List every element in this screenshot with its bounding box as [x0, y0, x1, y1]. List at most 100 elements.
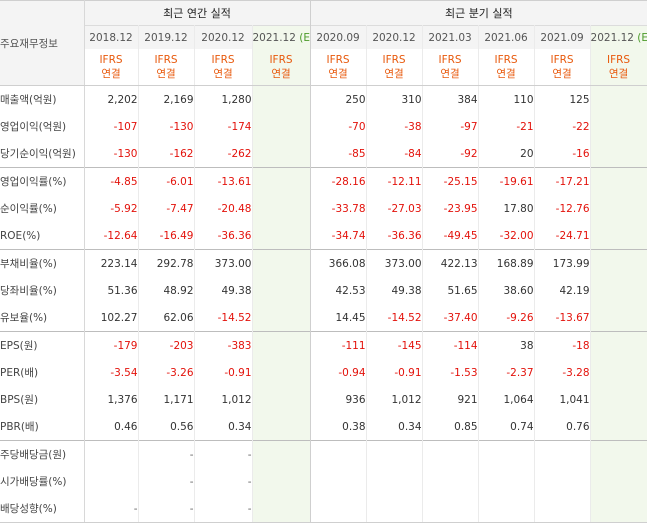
- row-label: 순이익률(%): [0, 195, 85, 222]
- ifrs-badge: IFRS 연결: [84, 49, 139, 86]
- value-cell: 2,169: [138, 85, 195, 113]
- period-header-annual-0: 2018.12: [84, 25, 139, 49]
- value-cell: -7.47: [138, 195, 195, 222]
- value-cell: -23.95: [422, 195, 479, 222]
- value-cell: -: [138, 495, 195, 523]
- row-label: 유보율(%): [0, 304, 85, 332]
- value-cell: [590, 386, 647, 413]
- value-cell: [252, 222, 311, 250]
- annual-group-title: 최근 연간 실적: [84, 0, 311, 26]
- period-label: 2021.09: [540, 31, 584, 44]
- value-cell: -174: [194, 113, 253, 140]
- consolidated-label: 연결: [213, 68, 233, 80]
- value-cell: 42.53: [310, 277, 367, 304]
- value-cell: 48.92: [138, 277, 195, 304]
- value-cell: -38: [366, 113, 423, 140]
- consolidated-label: 연결: [552, 68, 572, 80]
- table-row: 영업이익률(%) -4.85 -6.01 -13.61 -28.16 -12.11 -25.…: [0, 167, 647, 195]
- value-cell: -6.01: [138, 167, 195, 195]
- period-header-quarter-1: 2020.12: [366, 25, 423, 49]
- value-cell: [366, 468, 423, 495]
- consolidated-label: 연결: [440, 68, 460, 80]
- value-cell: -: [138, 468, 195, 495]
- value-cell: [252, 331, 311, 359]
- value-cell: [422, 440, 479, 468]
- value-cell: 1,376: [84, 386, 139, 413]
- table-row: 당좌비율(%) 51.36 48.92 49.38 42.53 49.38 51.65 38.…: [0, 277, 647, 304]
- value-cell: [252, 304, 311, 332]
- value-cell: -2.37: [478, 359, 535, 386]
- table-row: BPS(원) 1,376 1,171 1,012 936 1,012 921 1,064 1,0…: [0, 386, 647, 413]
- ifrs-label: IFRS: [99, 54, 123, 66]
- period-label: 2019.12: [144, 31, 188, 44]
- value-cell: -13.61: [194, 167, 253, 195]
- period-label: 2021.12: [590, 31, 634, 44]
- row-label: 영업이익률(%): [0, 167, 85, 195]
- value-cell: 310: [366, 85, 423, 113]
- value-cell: 0.46: [84, 413, 139, 441]
- value-cell: -70: [310, 113, 367, 140]
- value-cell: 936: [310, 386, 367, 413]
- value-cell: -18: [534, 331, 591, 359]
- value-cell: 51.65: [422, 277, 479, 304]
- corner-label: 주요재무정보: [0, 0, 85, 86]
- ifrs-badge: IFRS 연결: [366, 49, 423, 86]
- value-cell: -0.91: [194, 359, 253, 386]
- value-cell: -4.85: [84, 167, 139, 195]
- value-cell: [310, 468, 367, 495]
- ifrs-label: IFRS: [382, 54, 406, 66]
- value-cell: 0.76: [534, 413, 591, 441]
- value-cell: -19.61: [478, 167, 535, 195]
- value-cell: [84, 468, 139, 495]
- value-cell: -107: [84, 113, 139, 140]
- value-cell: 921: [422, 386, 479, 413]
- value-cell: -: [194, 495, 253, 523]
- value-cell: -203: [138, 331, 195, 359]
- value-cell: [590, 140, 647, 168]
- value-cell: -97: [422, 113, 479, 140]
- value-cell: [534, 468, 591, 495]
- value-cell: 102.27: [84, 304, 139, 332]
- value-cell: 38: [478, 331, 535, 359]
- value-cell: -130: [84, 140, 139, 168]
- value-cell: [422, 495, 479, 523]
- value-cell: -3.26: [138, 359, 195, 386]
- value-cell: -114: [422, 331, 479, 359]
- table-row: EPS(원) -179 -203 -383 -111 -145 -114 38 -18: [0, 331, 647, 359]
- ifrs-label: IFRS: [326, 54, 350, 66]
- period-header-quarter-2: 2021.03: [422, 25, 479, 49]
- period-label: 2020.09: [316, 31, 360, 44]
- value-cell: [590, 249, 647, 277]
- value-cell: -14.52: [366, 304, 423, 332]
- ifrs-badge: IFRS 연결: [310, 49, 367, 86]
- ifrs-badge: IFRS 연결: [534, 49, 591, 86]
- value-cell: [310, 495, 367, 523]
- value-cell: 1,012: [366, 386, 423, 413]
- row-label: 시가배당률(%): [0, 468, 85, 495]
- ifrs-label: IFRS: [269, 54, 293, 66]
- consolidated-label: 연결: [101, 68, 121, 80]
- ifrs-label: IFRS: [211, 54, 235, 66]
- value-cell: -32.00: [478, 222, 535, 250]
- value-cell: -85: [310, 140, 367, 168]
- value-cell: -36.36: [194, 222, 253, 250]
- period-label: 2020.12: [201, 31, 245, 44]
- value-cell: -130: [138, 113, 195, 140]
- value-cell: [422, 468, 479, 495]
- ifrs-badge: IFRS 연결: [422, 49, 479, 86]
- period-label: 2018.12: [89, 31, 133, 44]
- consolidated-label: 연결: [384, 68, 404, 80]
- value-cell: -27.03: [366, 195, 423, 222]
- value-cell: 51.36: [84, 277, 139, 304]
- value-cell: [366, 440, 423, 468]
- value-cell: 62.06: [138, 304, 195, 332]
- period-label: 2021.03: [428, 31, 472, 44]
- period-header-quarter-5: 2021.12 (E): [590, 25, 647, 49]
- value-cell: [252, 440, 311, 468]
- ifrs-badge: IFRS 연결: [194, 49, 253, 86]
- value-cell: 125: [534, 85, 591, 113]
- ifrs-badge: IFRS 연결: [478, 49, 535, 86]
- value-cell: -145: [366, 331, 423, 359]
- value-cell: [310, 440, 367, 468]
- value-cell: [590, 113, 647, 140]
